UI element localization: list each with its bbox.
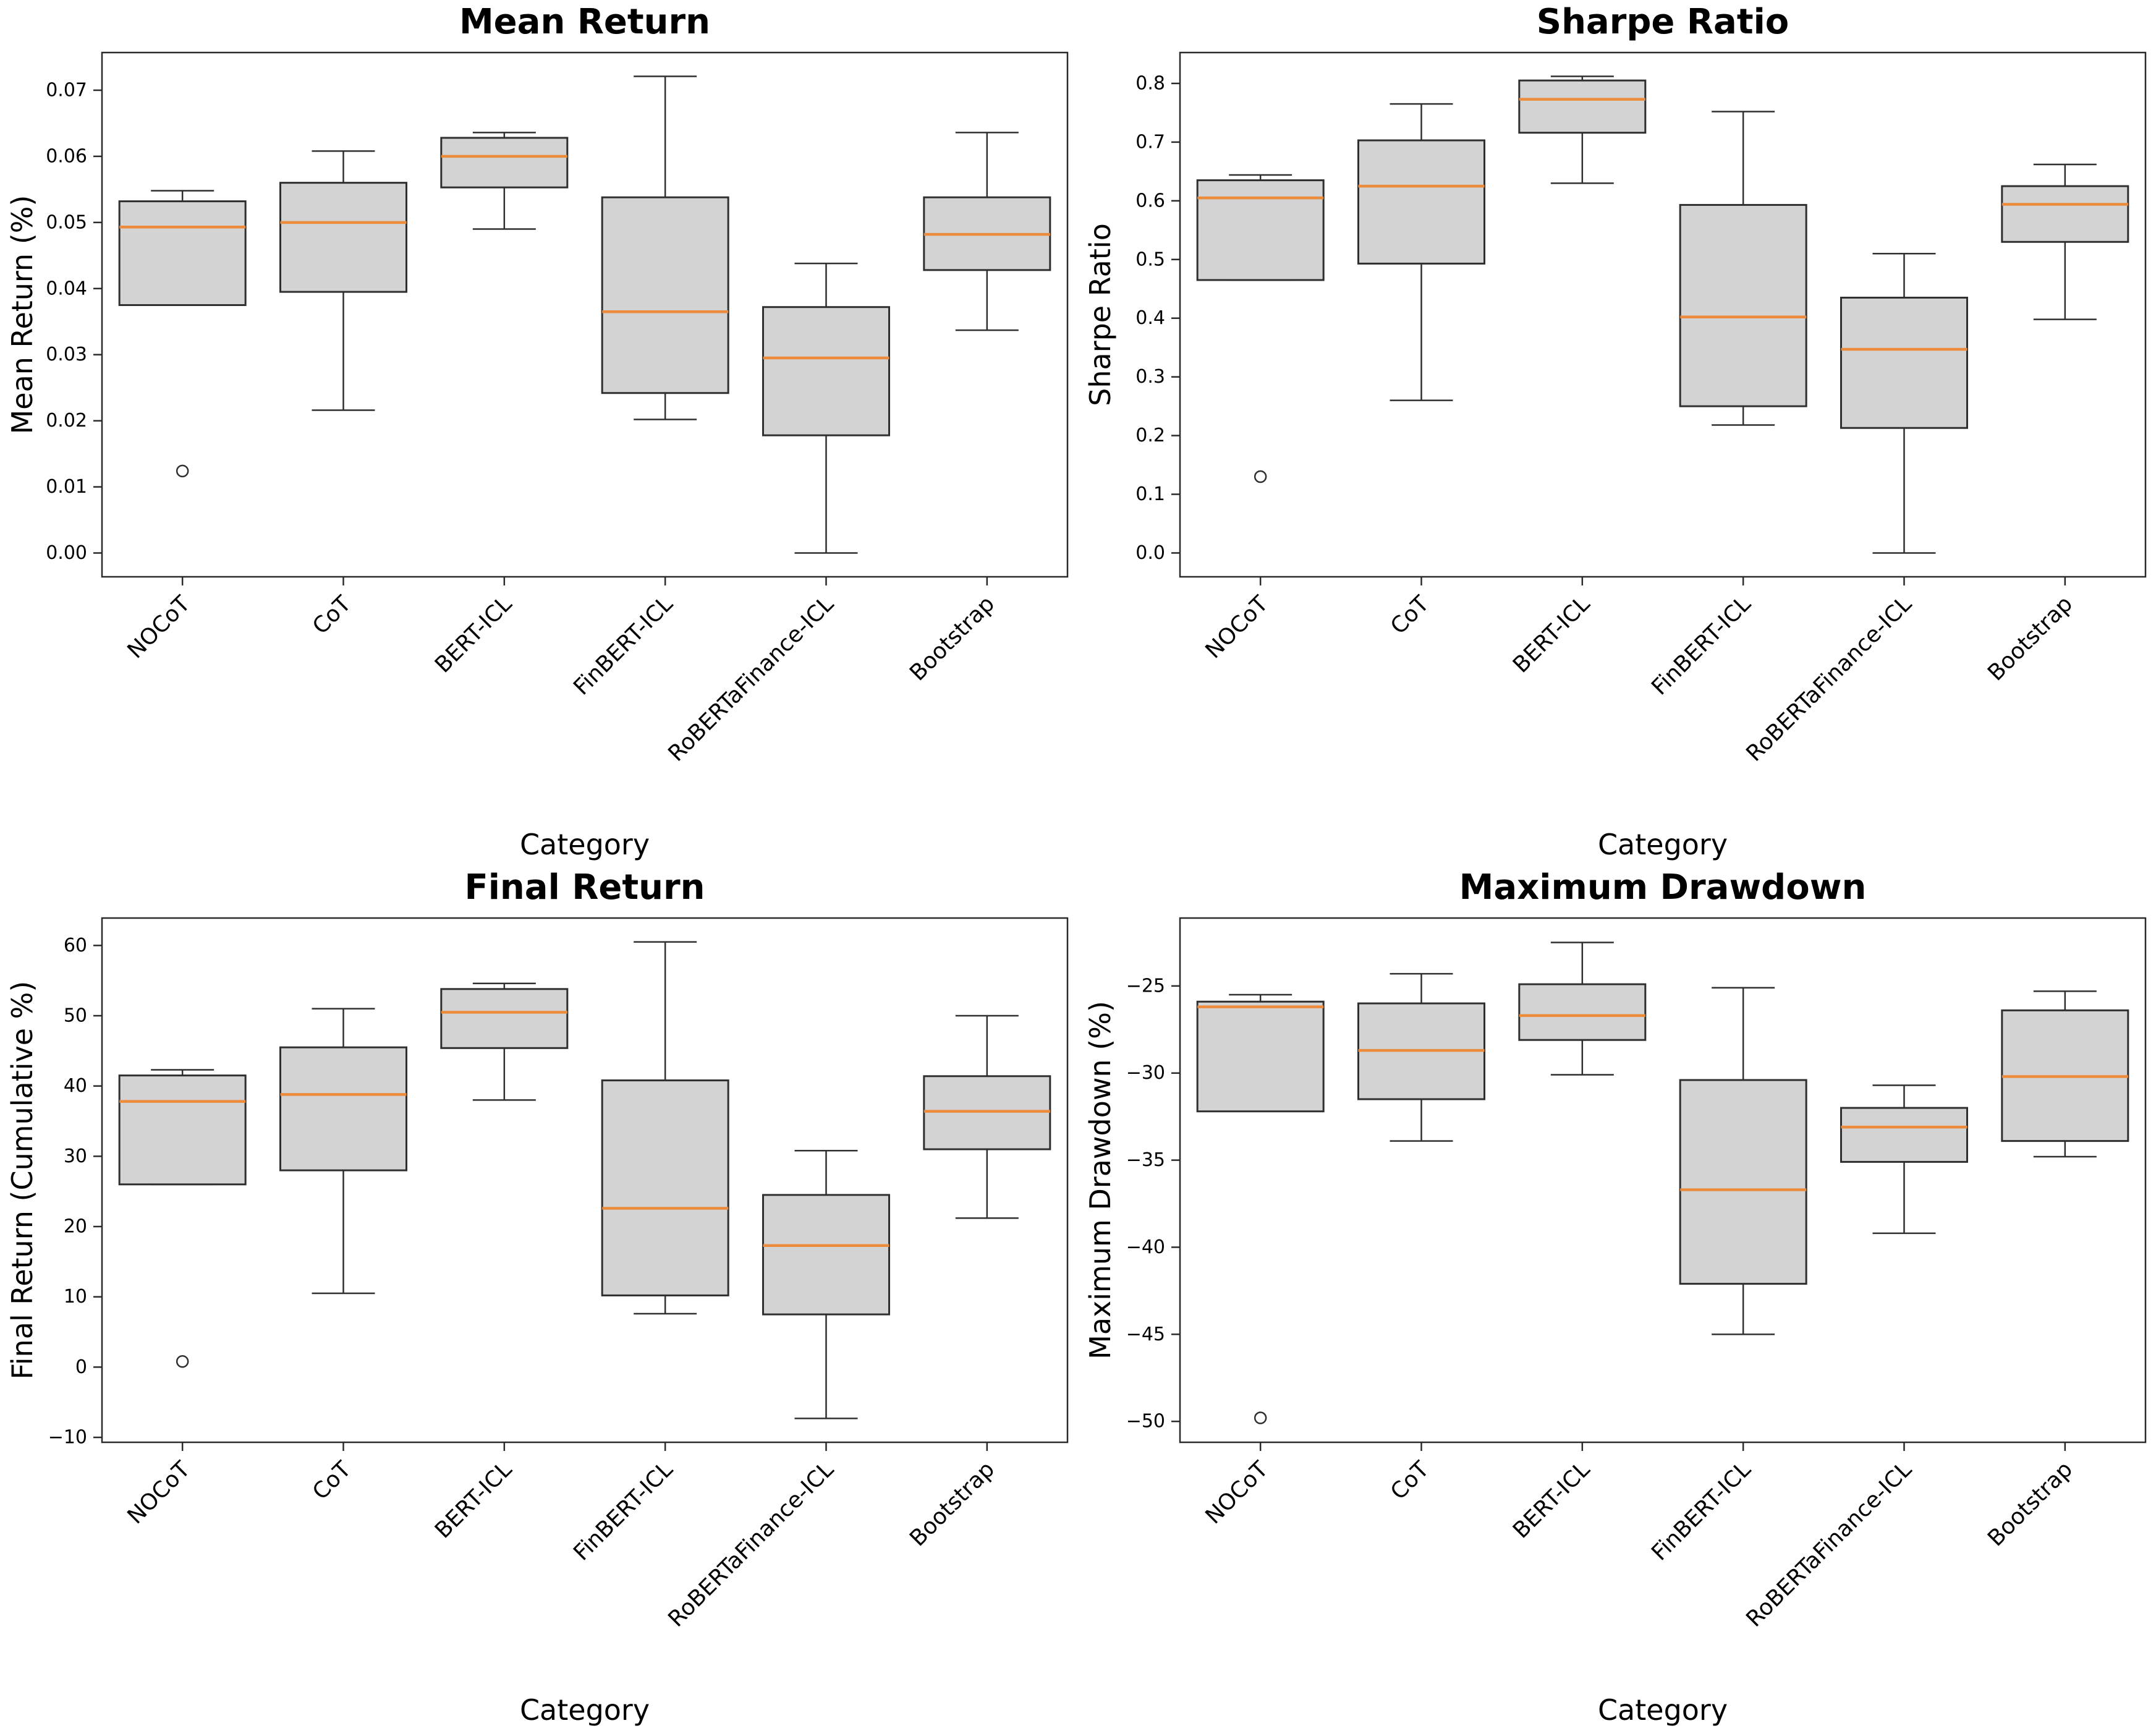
- outlier-point: [1254, 470, 1267, 483]
- y-axis-label: Mean Return (%): [6, 195, 39, 435]
- y-tick-label: 0.4: [1135, 307, 1165, 329]
- y-tick-label: 0: [75, 1356, 87, 1378]
- box-body: [1518, 983, 1647, 1041]
- axes-frame: [101, 51, 1069, 578]
- chart-title: Mean Return: [459, 2, 710, 42]
- box-body: [1679, 203, 1807, 407]
- axes-frame: [1179, 917, 2147, 1444]
- y-tick-label: 0.05: [46, 211, 87, 233]
- y-tick-label: 10: [64, 1286, 87, 1308]
- box-body: [1196, 1000, 1325, 1113]
- y-tick-label: 0.06: [46, 145, 87, 167]
- y-tick-label: 0.07: [46, 79, 87, 101]
- box-body: [279, 1046, 407, 1172]
- box-body: [601, 1079, 729, 1296]
- maximum-drawdown-subplot: Maximum Drawdown −50 −45 −40 −35 −30 −25 NOCoT C…: [1078, 866, 2156, 1731]
- y-tick-label: 60: [64, 935, 87, 956]
- sharpe-ratio-subplot: Sharpe Ratio 0.0 0.1 0.2 0.3 0.4 0.5 0.6 0.7 0.8 N…: [1078, 0, 2156, 866]
- outlier-point: [176, 1355, 189, 1368]
- box-body: [279, 182, 407, 293]
- box-body: [2001, 185, 2129, 243]
- y-tick-label: −40: [1126, 1236, 1165, 1258]
- y-axis-label: Maximum Drawdown (%): [1084, 1001, 1117, 1359]
- y-tick-label: 0.1: [1135, 483, 1165, 505]
- box-body: [440, 988, 569, 1049]
- y-tick-label: 0.00: [46, 542, 87, 564]
- y-tick-label: 0.02: [46, 410, 87, 432]
- y-tick-label: 0.2: [1135, 425, 1165, 446]
- box-body: [1840, 296, 1968, 429]
- mean-return-subplot: Mean Return 0.00 0.01 0.02 0.03 0.04 0.05 0.06 0…: [0, 0, 1078, 866]
- box-body: [601, 196, 729, 394]
- x-axis-label: Category: [520, 1693, 650, 1727]
- outlier-point: [1254, 1411, 1267, 1424]
- mean-return-chart: Mean Return 0.00 0.01 0.02 0.03 0.04 0.05 0.06 0…: [0, 0, 1078, 866]
- y-tick-label: 0.6: [1135, 190, 1165, 211]
- y-tick-label: −10: [48, 1427, 87, 1448]
- y-tick-label: 0.03: [46, 344, 87, 365]
- box-body: [1518, 79, 1647, 134]
- box-body: [1196, 179, 1325, 281]
- y-tick-label: −45: [1126, 1324, 1165, 1345]
- x-axis-label: Category: [1598, 828, 1728, 861]
- y-tick-label: 50: [64, 1005, 87, 1027]
- axes-frame: [101, 917, 1069, 1444]
- sharpe-ratio-chart: Sharpe Ratio0.00.10.20.30.40.50.60.70.8N…: [1078, 0, 2156, 866]
- axes-frame: [1179, 51, 2147, 578]
- box-body: [118, 200, 247, 306]
- y-tick-label: 40: [64, 1075, 87, 1097]
- subplot-background: [1078, 0, 2156, 866]
- y-tick-label: 30: [64, 1146, 87, 1167]
- box-body: [440, 137, 569, 189]
- y-axis-label: Final Return (Cumulative %): [6, 981, 39, 1380]
- box-body: [1357, 139, 1485, 265]
- x-axis-label: Category: [1598, 1693, 1728, 1727]
- y-tick-label: −25: [1126, 975, 1165, 997]
- chart-title: Sharpe Ratio: [1537, 2, 1789, 42]
- y-tick-label: 0.01: [46, 476, 87, 498]
- y-tick-label: 0.0: [1135, 542, 1165, 564]
- box-body: [923, 1075, 1051, 1150]
- y-tick-label: 0.7: [1135, 131, 1165, 153]
- final-return-subplot: Final Return −10 0 10 20 30 40 50 60 NOCoT CoT BERT…: [0, 866, 1078, 1731]
- box-body: [118, 1074, 247, 1186]
- y-tick-label: 0.8: [1135, 72, 1165, 94]
- box-body: [762, 1194, 890, 1316]
- y-tick-label: 0.04: [46, 278, 87, 299]
- y-tick-label: −30: [1126, 1062, 1165, 1084]
- y-tick-label: −50: [1126, 1411, 1165, 1432]
- box-body: [1679, 1079, 1807, 1285]
- box-body: [1840, 1107, 1968, 1163]
- chart-title: Maximum Drawdown: [1459, 867, 1867, 908]
- box-body: [762, 306, 890, 436]
- subplot-background: [0, 0, 1078, 866]
- y-tick-label: 20: [64, 1216, 87, 1238]
- y-tick-label: 0.5: [1135, 249, 1165, 270]
- y-tick-label: −35: [1126, 1149, 1165, 1171]
- y-tick-label: 0.3: [1135, 366, 1165, 388]
- x-axis-label: Category: [520, 828, 650, 861]
- y-axis-label: Sharpe Ratio: [1084, 223, 1117, 406]
- outlier-point: [176, 464, 189, 478]
- chart-title: Final Return: [464, 867, 705, 908]
